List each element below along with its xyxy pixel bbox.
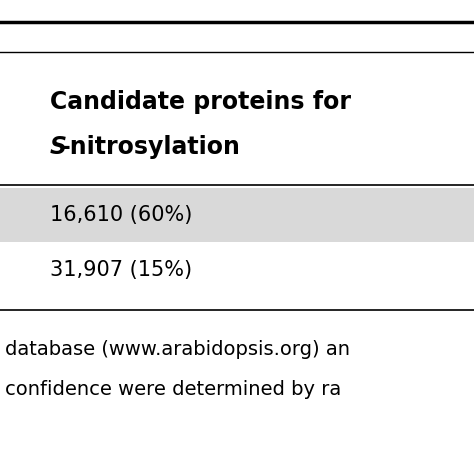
Text: database (www.arabidopsis.org) an: database (www.arabidopsis.org) an [5,340,350,359]
Text: confidence were determined by ra: confidence were determined by ra [5,380,341,399]
Text: 16,610 (60%): 16,610 (60%) [50,205,192,225]
Text: Candidate proteins for: Candidate proteins for [50,90,351,114]
Text: S: S [50,135,67,159]
Bar [0,188,474,242]
Text: 31,907 (15%): 31,907 (15%) [50,260,192,280]
Text: -nitrosylation: -nitrosylation [61,135,241,159]
